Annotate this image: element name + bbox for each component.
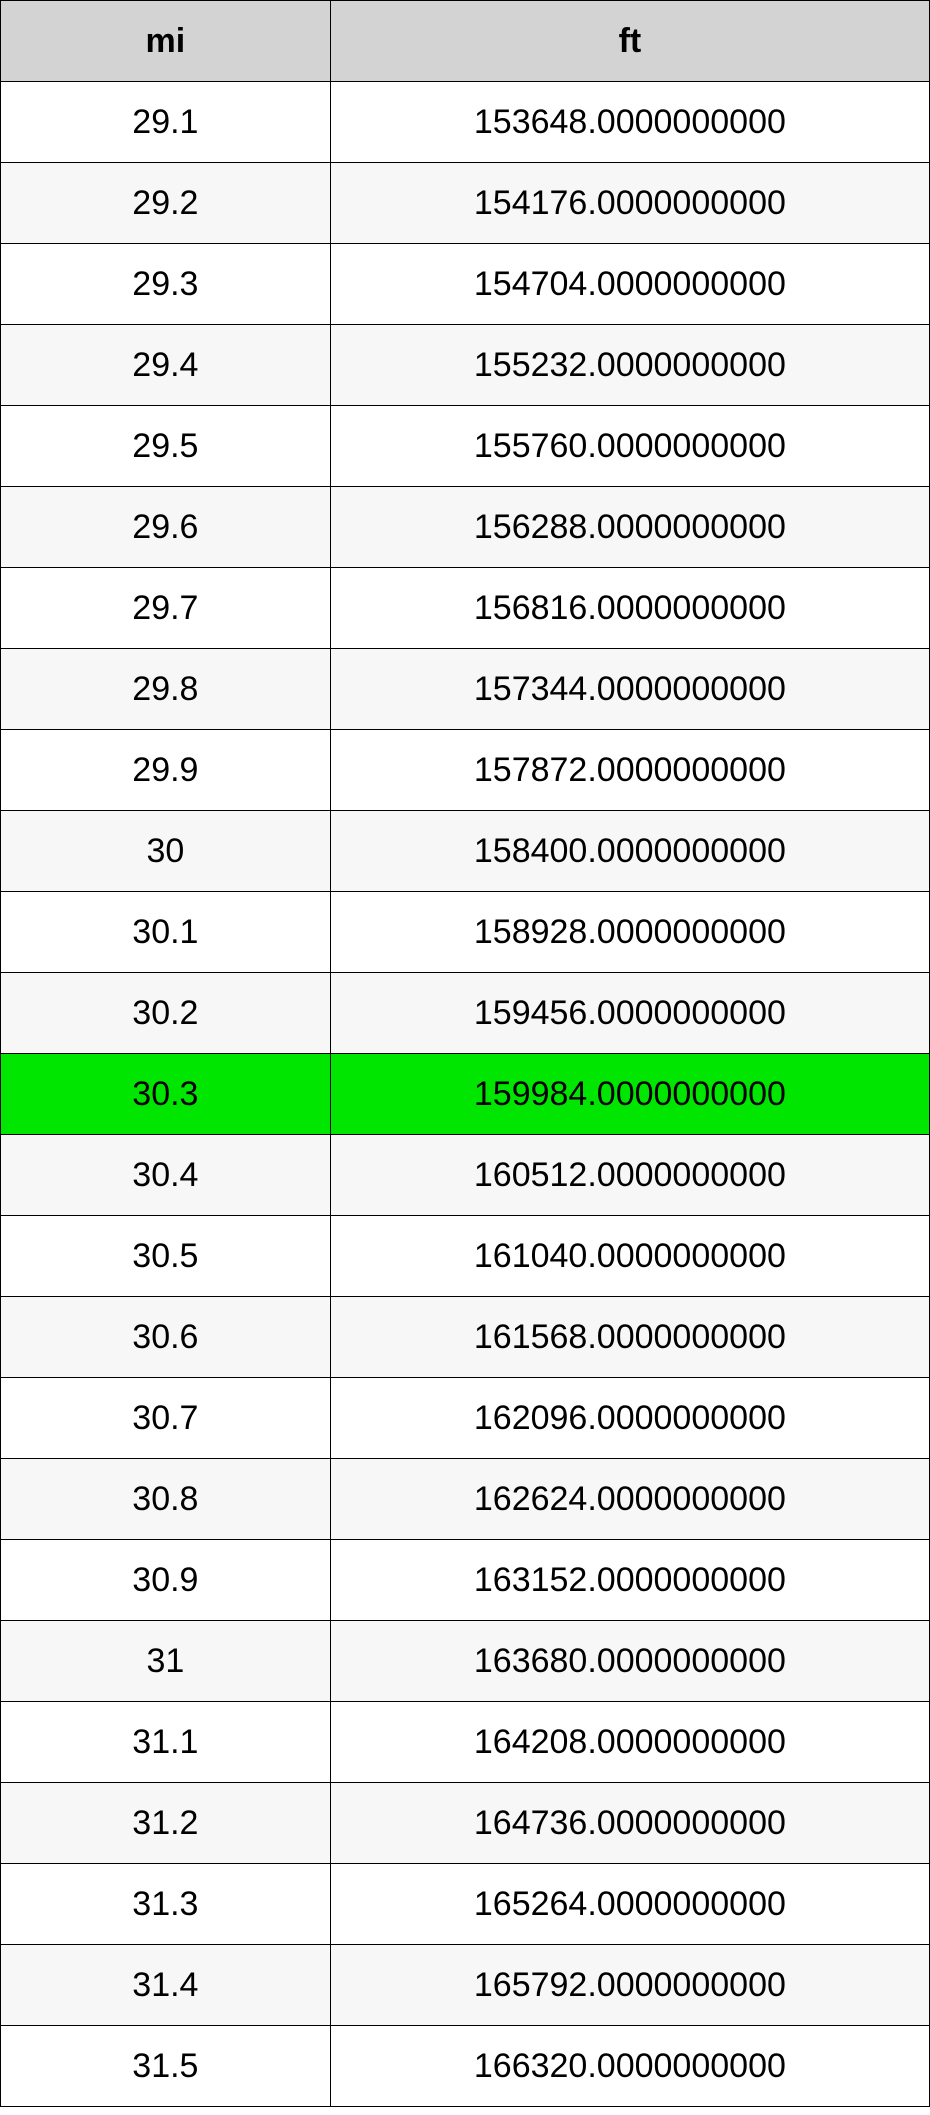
cell-ft: 157344.0000000000 — [330, 649, 929, 730]
cell-mi: 30.5 — [1, 1216, 331, 1297]
cell-ft: 160512.0000000000 — [330, 1135, 929, 1216]
cell-mi: 30.2 — [1, 973, 331, 1054]
table-row: 30.4160512.0000000000 — [1, 1135, 930, 1216]
cell-mi: 29.4 — [1, 325, 331, 406]
cell-ft: 158400.0000000000 — [330, 811, 929, 892]
table-row: 29.1153648.0000000000 — [1, 82, 930, 163]
cell-ft: 155760.0000000000 — [330, 406, 929, 487]
cell-mi: 31.1 — [1, 1702, 331, 1783]
cell-mi: 31.5 — [1, 2026, 331, 2107]
cell-ft: 156816.0000000000 — [330, 568, 929, 649]
table-row: 31.1164208.0000000000 — [1, 1702, 930, 1783]
table-row: 30.5161040.0000000000 — [1, 1216, 930, 1297]
table-row: 29.2154176.0000000000 — [1, 163, 930, 244]
cell-ft: 162096.0000000000 — [330, 1378, 929, 1459]
cell-ft: 159984.0000000000 — [330, 1054, 929, 1135]
cell-ft: 165792.0000000000 — [330, 1945, 929, 2026]
table-row: 30158400.0000000000 — [1, 811, 930, 892]
table-row: 30.1158928.0000000000 — [1, 892, 930, 973]
table-row: 29.8157344.0000000000 — [1, 649, 930, 730]
cell-mi: 30.4 — [1, 1135, 331, 1216]
cell-mi: 29.6 — [1, 487, 331, 568]
table-header-row: mi ft — [1, 1, 930, 82]
cell-ft: 162624.0000000000 — [330, 1459, 929, 1540]
table-row: 31.2164736.0000000000 — [1, 1783, 930, 1864]
cell-ft: 159456.0000000000 — [330, 973, 929, 1054]
cell-mi: 30.6 — [1, 1297, 331, 1378]
cell-ft: 157872.0000000000 — [330, 730, 929, 811]
cell-ft: 161040.0000000000 — [330, 1216, 929, 1297]
cell-mi: 29.5 — [1, 406, 331, 487]
table-row: 31.3165264.0000000000 — [1, 1864, 930, 1945]
table-row: 31.4165792.0000000000 — [1, 1945, 930, 2026]
cell-mi: 30.3 — [1, 1054, 331, 1135]
table-row: 29.6156288.0000000000 — [1, 487, 930, 568]
col-header-ft: ft — [330, 1, 929, 82]
table-row: 31.5166320.0000000000 — [1, 2026, 930, 2107]
cell-mi: 29.2 — [1, 163, 331, 244]
cell-mi: 29.1 — [1, 82, 331, 163]
cell-mi: 31.3 — [1, 1864, 331, 1945]
cell-mi: 30.8 — [1, 1459, 331, 1540]
cell-mi: 30.1 — [1, 892, 331, 973]
table-row: 29.7156816.0000000000 — [1, 568, 930, 649]
cell-ft: 165264.0000000000 — [330, 1864, 929, 1945]
conversion-table: mi ft 29.1153648.000000000029.2154176.00… — [0, 0, 930, 2107]
cell-ft: 164736.0000000000 — [330, 1783, 929, 1864]
table-row: 31163680.0000000000 — [1, 1621, 930, 1702]
cell-ft: 153648.0000000000 — [330, 82, 929, 163]
cell-ft: 166320.0000000000 — [330, 2026, 929, 2107]
cell-ft: 163680.0000000000 — [330, 1621, 929, 1702]
cell-mi: 29.9 — [1, 730, 331, 811]
table-row: 30.9163152.0000000000 — [1, 1540, 930, 1621]
cell-ft: 163152.0000000000 — [330, 1540, 929, 1621]
cell-mi: 29.8 — [1, 649, 331, 730]
cell-ft: 154704.0000000000 — [330, 244, 929, 325]
cell-mi: 31.4 — [1, 1945, 331, 2026]
table-row: 30.2159456.0000000000 — [1, 973, 930, 1054]
table-row: 29.9157872.0000000000 — [1, 730, 930, 811]
cell-mi: 30.9 — [1, 1540, 331, 1621]
cell-mi: 29.7 — [1, 568, 331, 649]
cell-ft: 155232.0000000000 — [330, 325, 929, 406]
cell-ft: 164208.0000000000 — [330, 1702, 929, 1783]
cell-mi: 30 — [1, 811, 331, 892]
cell-ft: 161568.0000000000 — [330, 1297, 929, 1378]
table-row: 30.7162096.0000000000 — [1, 1378, 930, 1459]
cell-ft: 158928.0000000000 — [330, 892, 929, 973]
table-row: 29.5155760.0000000000 — [1, 406, 930, 487]
cell-mi: 29.3 — [1, 244, 331, 325]
table-row: 30.6161568.0000000000 — [1, 1297, 930, 1378]
cell-mi: 31 — [1, 1621, 331, 1702]
col-header-mi: mi — [1, 1, 331, 82]
cell-mi: 31.2 — [1, 1783, 331, 1864]
table-row: 29.4155232.0000000000 — [1, 325, 930, 406]
table-row: 29.3154704.0000000000 — [1, 244, 930, 325]
table-row: 30.3159984.0000000000 — [1, 1054, 930, 1135]
table-row: 30.8162624.0000000000 — [1, 1459, 930, 1540]
cell-ft: 156288.0000000000 — [330, 487, 929, 568]
cell-ft: 154176.0000000000 — [330, 163, 929, 244]
cell-mi: 30.7 — [1, 1378, 331, 1459]
